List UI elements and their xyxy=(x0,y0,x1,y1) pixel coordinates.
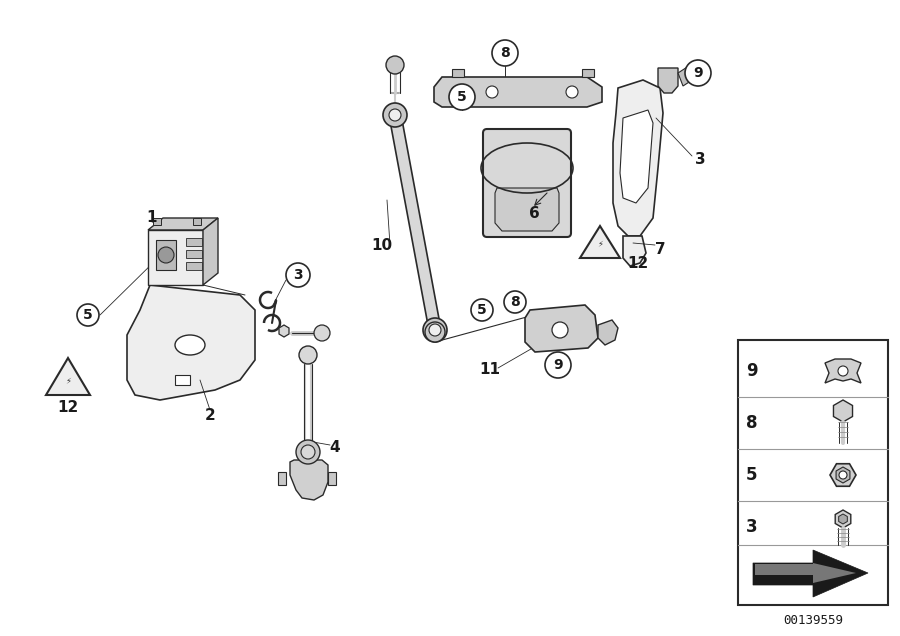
Polygon shape xyxy=(153,218,161,225)
Text: 3: 3 xyxy=(293,268,302,282)
Polygon shape xyxy=(678,60,703,86)
Text: 10: 10 xyxy=(372,237,392,252)
Text: ⚡: ⚡ xyxy=(597,240,603,249)
Polygon shape xyxy=(127,285,255,400)
Text: 4: 4 xyxy=(329,441,340,455)
Polygon shape xyxy=(623,236,646,266)
Polygon shape xyxy=(389,114,441,331)
Polygon shape xyxy=(613,80,663,236)
Polygon shape xyxy=(658,68,678,93)
Circle shape xyxy=(383,103,407,127)
Circle shape xyxy=(839,471,847,479)
Polygon shape xyxy=(279,325,289,337)
Circle shape xyxy=(299,346,317,364)
Circle shape xyxy=(425,322,445,342)
Circle shape xyxy=(286,263,310,287)
Text: 9: 9 xyxy=(554,358,562,372)
Circle shape xyxy=(449,84,475,110)
Polygon shape xyxy=(148,218,218,230)
Text: 5: 5 xyxy=(477,303,487,317)
Text: 5: 5 xyxy=(746,466,758,484)
Text: 3: 3 xyxy=(746,518,758,536)
Polygon shape xyxy=(753,550,868,597)
Circle shape xyxy=(451,86,463,98)
Polygon shape xyxy=(434,77,602,107)
Circle shape xyxy=(296,440,320,464)
Polygon shape xyxy=(839,514,847,524)
Circle shape xyxy=(486,86,498,98)
Circle shape xyxy=(158,247,174,263)
Polygon shape xyxy=(582,69,594,77)
Text: 11: 11 xyxy=(480,363,500,378)
Polygon shape xyxy=(186,250,202,258)
Ellipse shape xyxy=(175,335,205,355)
Text: 9: 9 xyxy=(746,362,758,380)
Circle shape xyxy=(314,325,330,341)
Polygon shape xyxy=(148,230,203,285)
Polygon shape xyxy=(580,226,620,258)
Text: 00139559: 00139559 xyxy=(783,614,843,628)
Circle shape xyxy=(77,304,99,326)
Text: 6: 6 xyxy=(528,205,539,221)
Polygon shape xyxy=(156,240,176,270)
Text: 8: 8 xyxy=(500,46,510,60)
Circle shape xyxy=(386,56,404,74)
Polygon shape xyxy=(175,375,190,385)
Polygon shape xyxy=(203,218,218,285)
Text: 8: 8 xyxy=(746,414,758,432)
Polygon shape xyxy=(278,472,286,485)
Polygon shape xyxy=(193,218,201,225)
Circle shape xyxy=(838,366,848,376)
Text: ⚡: ⚡ xyxy=(65,377,71,385)
Polygon shape xyxy=(835,510,850,528)
Polygon shape xyxy=(186,262,202,270)
Polygon shape xyxy=(186,238,202,246)
Circle shape xyxy=(471,299,493,321)
Polygon shape xyxy=(525,305,598,352)
Text: 8: 8 xyxy=(510,295,520,309)
Polygon shape xyxy=(836,467,850,483)
Polygon shape xyxy=(620,110,653,203)
Text: 12: 12 xyxy=(627,256,649,270)
Polygon shape xyxy=(755,563,856,583)
Circle shape xyxy=(552,322,568,338)
Text: 5: 5 xyxy=(457,90,467,104)
Circle shape xyxy=(423,318,447,342)
Circle shape xyxy=(429,324,441,336)
Polygon shape xyxy=(452,69,464,77)
Polygon shape xyxy=(46,358,90,395)
Text: 1: 1 xyxy=(147,211,158,226)
Text: 5: 5 xyxy=(83,308,93,322)
Circle shape xyxy=(545,352,571,378)
Text: 2: 2 xyxy=(204,408,215,422)
Polygon shape xyxy=(290,460,328,500)
Circle shape xyxy=(685,60,711,86)
FancyBboxPatch shape xyxy=(483,129,571,237)
Circle shape xyxy=(389,109,401,121)
Polygon shape xyxy=(825,359,861,383)
Circle shape xyxy=(301,445,315,459)
Circle shape xyxy=(492,40,518,66)
Circle shape xyxy=(504,291,526,313)
Polygon shape xyxy=(833,400,852,422)
Polygon shape xyxy=(495,188,559,231)
Text: 7: 7 xyxy=(654,242,665,258)
Polygon shape xyxy=(598,320,618,345)
FancyBboxPatch shape xyxy=(738,340,888,605)
Text: 9: 9 xyxy=(693,66,703,80)
Text: 12: 12 xyxy=(58,401,78,415)
Text: 3: 3 xyxy=(695,153,706,167)
Polygon shape xyxy=(328,472,336,485)
Circle shape xyxy=(566,86,578,98)
Polygon shape xyxy=(830,464,856,487)
